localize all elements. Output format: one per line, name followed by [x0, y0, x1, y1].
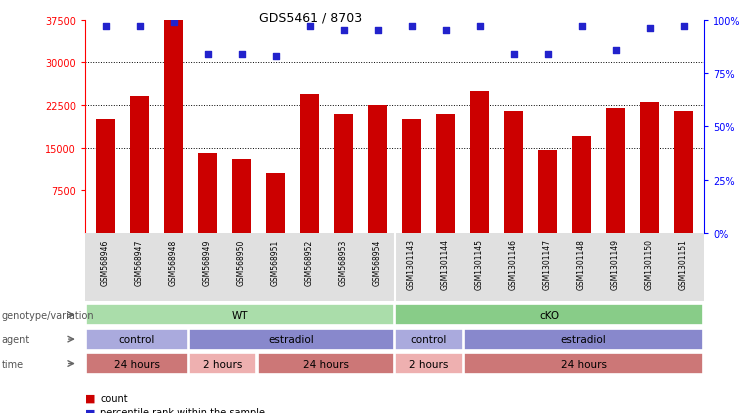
Point: [167, 19, 179, 26]
Text: GSM568947: GSM568947: [135, 239, 144, 285]
Bar: [189, 353, 256, 374]
Text: 24 hours: 24 hours: [561, 358, 607, 369]
Text: WT: WT: [232, 310, 248, 320]
Bar: [395, 329, 462, 350]
Text: cKO: cKO: [539, 310, 559, 320]
Text: count: count: [100, 393, 127, 403]
Point: [439, 28, 451, 35]
Bar: [165, 21, 183, 233]
Bar: [266, 174, 285, 233]
Text: ■: ■: [85, 393, 96, 403]
Bar: [86, 329, 187, 350]
Bar: [640, 103, 659, 233]
Point: [270, 54, 282, 60]
Bar: [368, 106, 387, 233]
Bar: [572, 137, 591, 233]
Point: [100, 24, 112, 30]
Text: GSM1301147: GSM1301147: [543, 239, 552, 290]
Text: 24 hours: 24 hours: [303, 358, 349, 369]
Bar: [334, 114, 353, 233]
Point: [677, 24, 689, 30]
Point: [405, 24, 417, 30]
Bar: [199, 154, 217, 233]
Point: [202, 51, 213, 58]
Bar: [471, 92, 489, 233]
Text: GSM1301150: GSM1301150: [645, 239, 654, 290]
Bar: [538, 151, 557, 233]
Text: 24 hours: 24 hours: [114, 358, 160, 369]
Text: percentile rank within the sample: percentile rank within the sample: [100, 407, 265, 413]
Bar: [130, 97, 149, 233]
Text: GSM568952: GSM568952: [305, 239, 314, 285]
Text: 2 hours: 2 hours: [409, 358, 448, 369]
Bar: [464, 329, 703, 350]
Text: GSM568949: GSM568949: [203, 239, 212, 285]
Text: estradiol: estradiol: [561, 334, 607, 344]
Text: GSM1301148: GSM1301148: [577, 239, 586, 290]
Text: GSM1301149: GSM1301149: [611, 239, 620, 290]
Bar: [464, 353, 703, 374]
Bar: [504, 112, 523, 233]
Point: [542, 51, 554, 58]
Text: GSM1301144: GSM1301144: [441, 239, 450, 290]
Bar: [96, 120, 115, 233]
Bar: [189, 329, 394, 350]
Text: time: time: [1, 358, 24, 369]
Text: genotype/variation: genotype/variation: [1, 310, 94, 320]
Text: control: control: [411, 334, 447, 344]
Text: GSM568954: GSM568954: [373, 239, 382, 285]
Point: [236, 51, 247, 58]
Text: GSM568948: GSM568948: [169, 239, 178, 285]
Point: [644, 26, 656, 33]
Text: GSM568950: GSM568950: [237, 239, 246, 285]
Text: agent: agent: [1, 334, 30, 344]
Text: ■: ■: [85, 407, 96, 413]
Bar: [606, 109, 625, 233]
Point: [133, 24, 145, 30]
Bar: [232, 159, 251, 233]
Text: GSM1301146: GSM1301146: [509, 239, 518, 290]
Bar: [395, 304, 703, 325]
Bar: [402, 120, 421, 233]
Text: GSM568946: GSM568946: [101, 239, 110, 285]
Bar: [258, 353, 394, 374]
Point: [610, 47, 622, 54]
Text: GSM1301143: GSM1301143: [407, 239, 416, 290]
Point: [473, 24, 485, 30]
Bar: [436, 114, 455, 233]
Point: [338, 28, 350, 35]
Text: GSM568951: GSM568951: [271, 239, 280, 285]
Point: [372, 28, 384, 35]
Text: estradiol: estradiol: [268, 334, 314, 344]
Bar: [86, 304, 394, 325]
Point: [304, 24, 316, 30]
Point: [508, 51, 519, 58]
Text: GDS5461 / 8703: GDS5461 / 8703: [259, 12, 362, 24]
Text: GSM568953: GSM568953: [339, 239, 348, 285]
Text: GSM1301151: GSM1301151: [679, 239, 688, 290]
Bar: [86, 353, 187, 374]
Point: [576, 24, 588, 30]
Text: 2 hours: 2 hours: [203, 358, 242, 369]
Text: GSM1301145: GSM1301145: [475, 239, 484, 290]
Text: control: control: [119, 334, 155, 344]
Bar: [674, 112, 693, 233]
Bar: [300, 95, 319, 233]
Bar: [395, 353, 462, 374]
